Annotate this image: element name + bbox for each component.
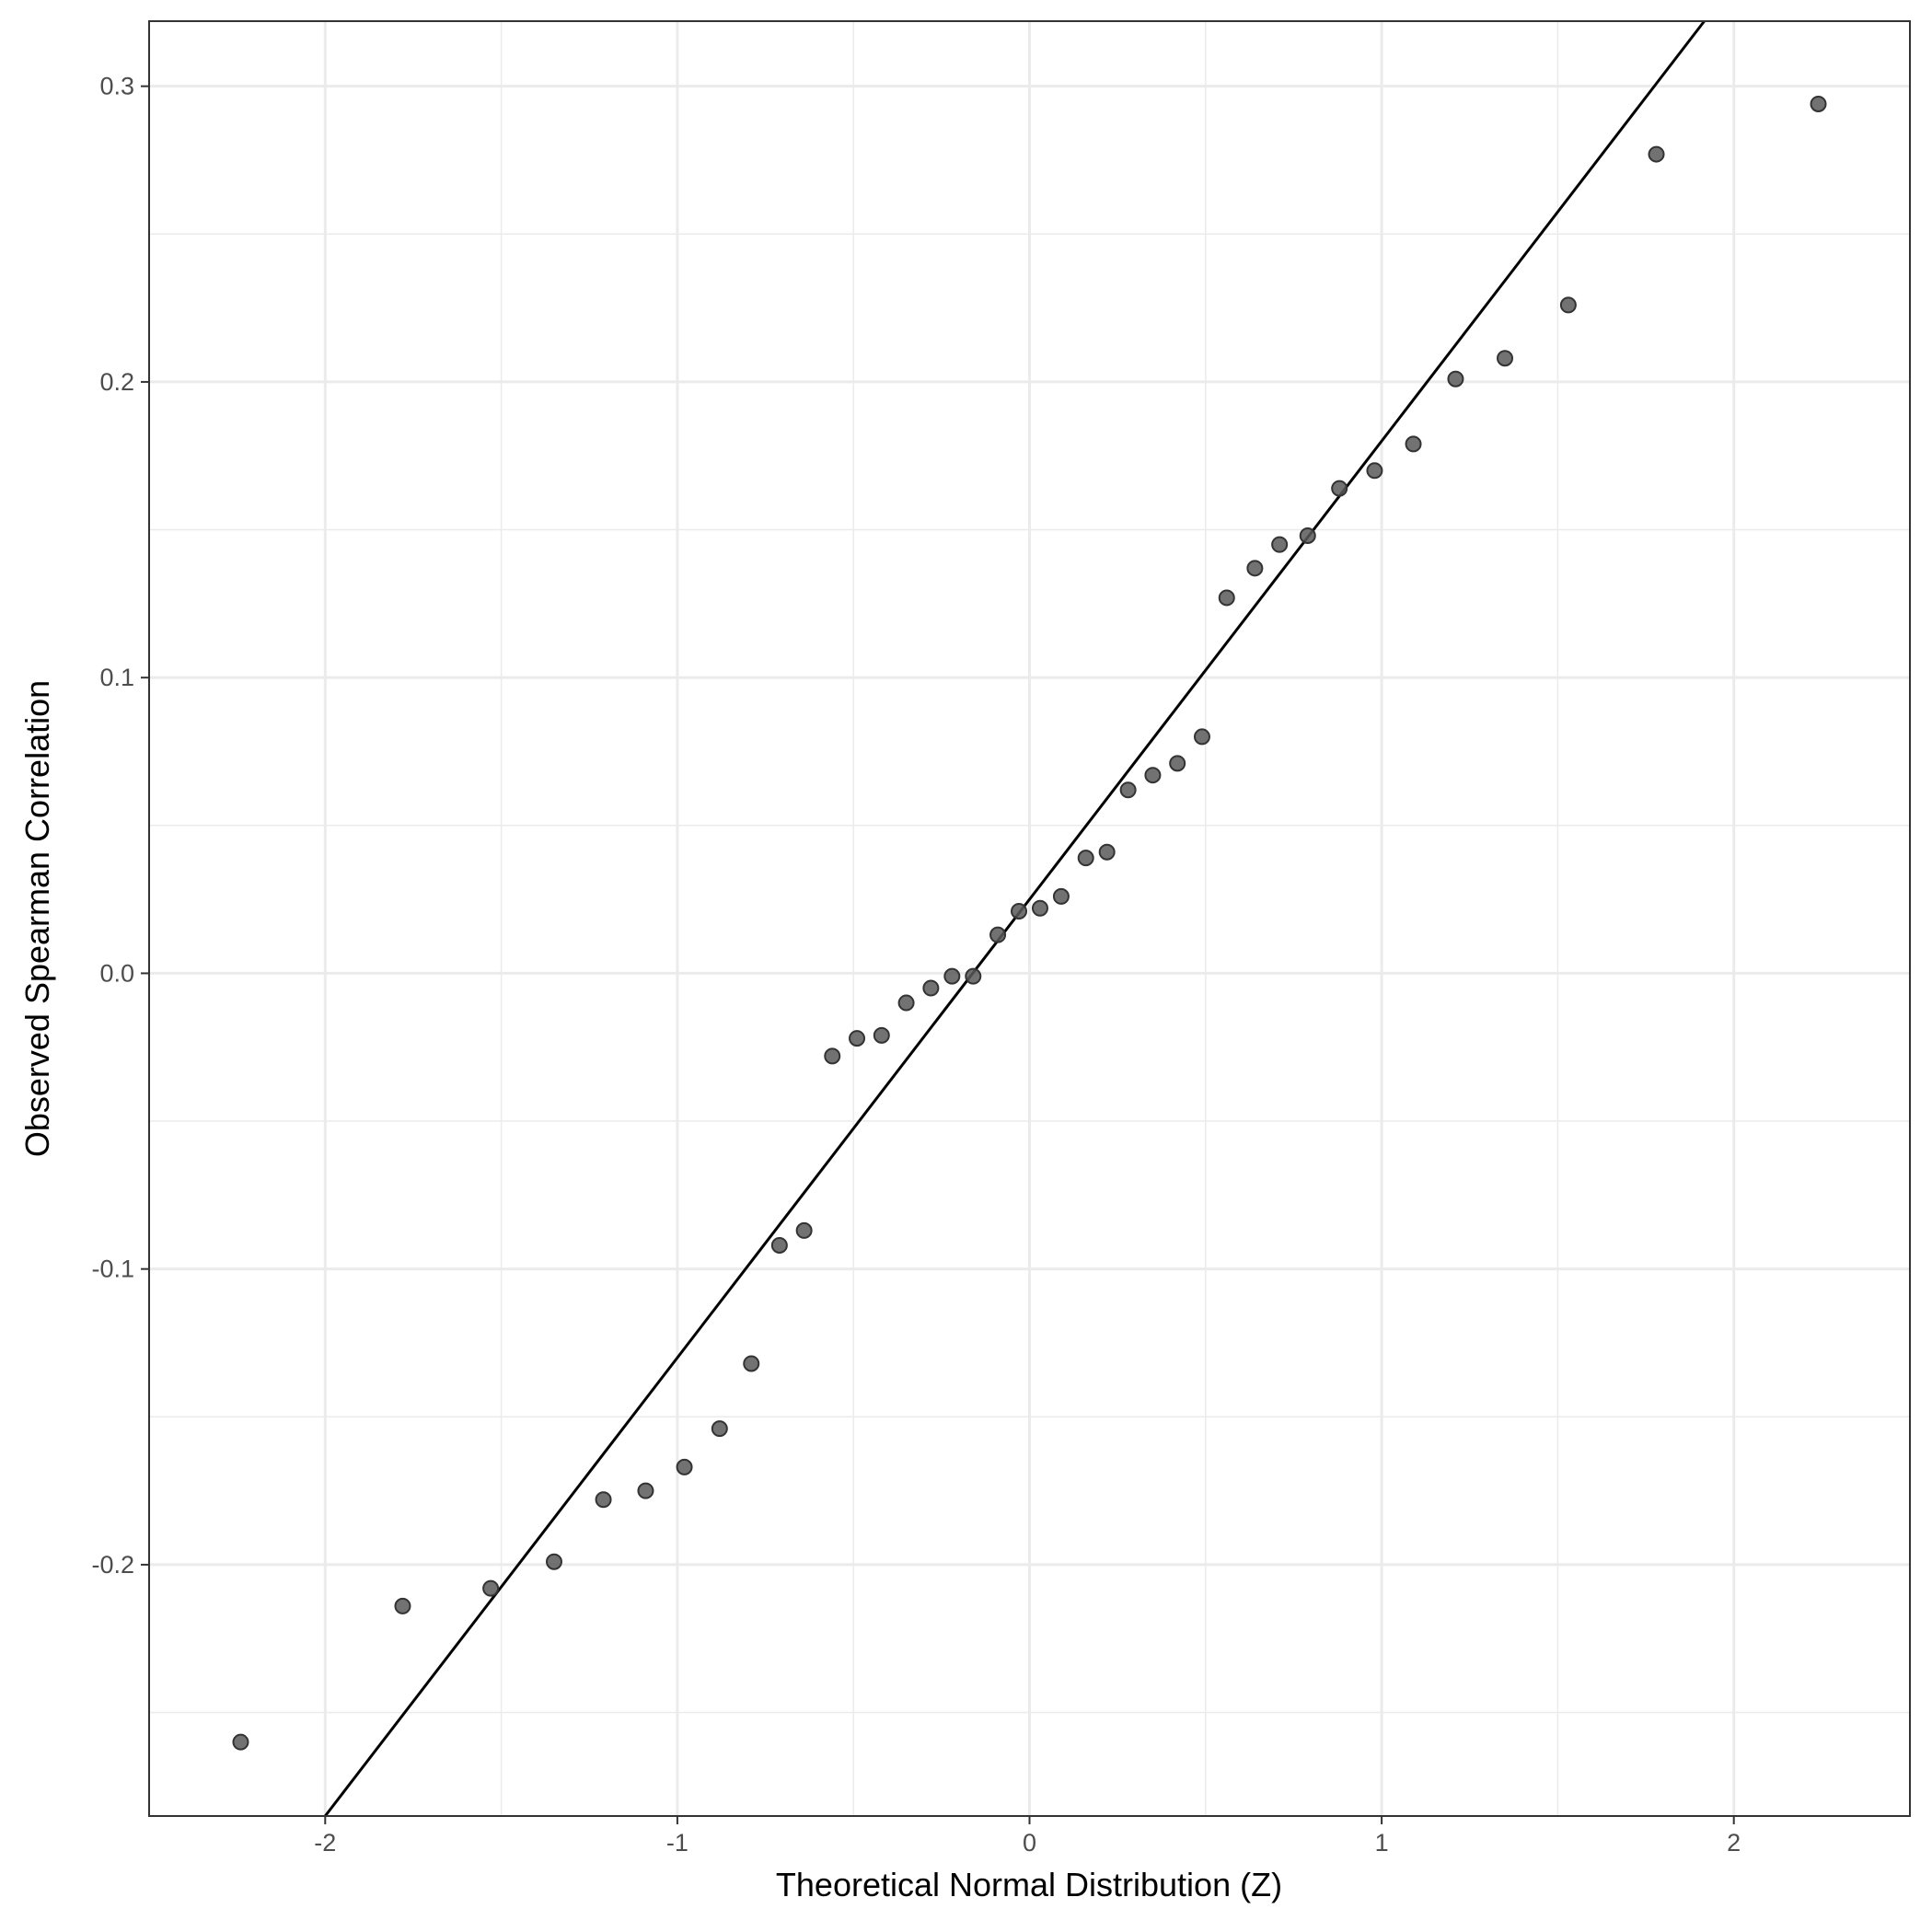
data-point xyxy=(482,1579,500,1597)
data-point xyxy=(1299,526,1316,544)
data-point xyxy=(897,994,915,1012)
data-point xyxy=(849,1030,866,1047)
data-point xyxy=(1559,296,1577,314)
data-point xyxy=(1648,145,1665,163)
data-point xyxy=(989,926,1007,943)
y-axis-ticks: -0.2 -0.1 0.0 0.1 0.2 0.3 xyxy=(91,73,149,1579)
x-tick-label: 2 xyxy=(1727,1829,1741,1857)
data-point xyxy=(873,1026,890,1044)
data-point xyxy=(545,1553,562,1570)
x-axis-ticks: -2 -1 0 1 2 xyxy=(314,1816,1741,1857)
data-point xyxy=(1497,350,1514,367)
data-point xyxy=(770,1236,788,1254)
y-axis-title: Observed Spearman Correlation xyxy=(18,680,56,1157)
data-point xyxy=(1052,887,1070,905)
data-point xyxy=(1169,755,1186,772)
qq-reference-line xyxy=(324,20,1706,1817)
data-point xyxy=(232,1733,249,1751)
data-point xyxy=(1011,902,1028,920)
x-axis-title: Theoretical Normal Distribution (Z) xyxy=(776,1866,1282,1903)
y-tick-label: 0.0 xyxy=(99,959,134,987)
reference-line-group xyxy=(324,20,1706,1817)
data-point xyxy=(1271,536,1289,553)
x-tick-label: -1 xyxy=(666,1829,688,1857)
data-point xyxy=(824,1047,841,1065)
x-tick-label: -2 xyxy=(314,1829,336,1857)
x-tick-label: 1 xyxy=(1375,1829,1389,1857)
y-tick-label: -0.1 xyxy=(91,1255,134,1283)
data-point xyxy=(1447,370,1464,388)
data-point xyxy=(1810,95,1827,112)
data-point xyxy=(394,1597,411,1614)
y-tick-label: 0.1 xyxy=(99,664,134,691)
data-point xyxy=(1098,843,1116,861)
data-point xyxy=(1405,435,1422,453)
data-point xyxy=(1331,480,1348,497)
y-tick-label: 0.2 xyxy=(99,368,134,396)
data-point xyxy=(1144,767,1162,784)
data-point xyxy=(637,1482,654,1499)
x-tick-label: 0 xyxy=(1023,1829,1036,1857)
data-point xyxy=(922,979,940,997)
data-point xyxy=(965,967,982,985)
major-gridlines xyxy=(149,21,1910,1816)
y-tick-label: 0.3 xyxy=(99,73,134,100)
data-point xyxy=(1031,899,1048,917)
data-points xyxy=(232,95,1827,1751)
data-point xyxy=(943,967,961,985)
data-point xyxy=(1246,560,1264,577)
data-point xyxy=(743,1355,760,1372)
data-point xyxy=(1218,589,1235,607)
data-point xyxy=(1077,850,1094,867)
data-point xyxy=(1366,462,1383,480)
y-tick-label: -0.2 xyxy=(91,1551,134,1579)
data-point xyxy=(676,1458,693,1475)
data-point xyxy=(1119,781,1137,799)
data-point xyxy=(795,1221,813,1239)
data-point xyxy=(1193,728,1210,746)
data-point xyxy=(711,1420,728,1438)
data-point xyxy=(595,1491,612,1509)
